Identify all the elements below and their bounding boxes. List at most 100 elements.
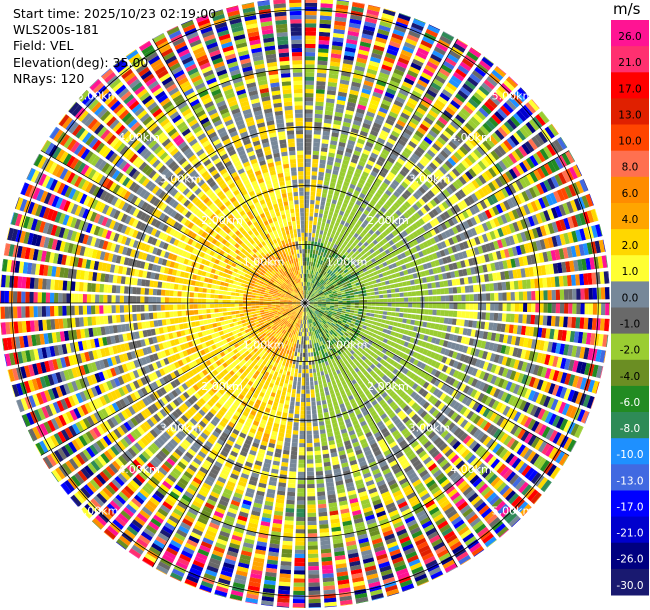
velocity-gate — [525, 102, 537, 114]
velocity-gate — [541, 328, 547, 339]
velocity-gate — [318, 318, 322, 323]
velocity-gate — [305, 35, 316, 40]
velocity-gate — [389, 441, 397, 449]
velocity-gate — [479, 433, 489, 444]
velocity-gate — [324, 248, 328, 254]
velocity-gate — [310, 265, 313, 271]
velocity-gate — [541, 442, 551, 455]
velocity-gate — [470, 47, 482, 55]
velocity-gate — [401, 192, 409, 200]
velocity-gate — [315, 233, 319, 238]
velocity-gate — [321, 239, 325, 244]
velocity-gate — [508, 270, 514, 279]
velocity-gate — [411, 314, 416, 320]
velocity-gate — [363, 247, 369, 253]
velocity-gate — [353, 172, 361, 178]
velocity-gate — [432, 330, 439, 337]
velocity-gate — [456, 416, 465, 426]
velocity-gate — [555, 342, 562, 354]
velocity-gate — [285, 375, 290, 380]
velocity-gate — [493, 229, 500, 239]
velocity-gate — [469, 412, 478, 422]
velocity-gate — [332, 275, 337, 279]
velocity-gate — [388, 232, 395, 239]
velocity-gate — [510, 424, 519, 435]
velocity-gate — [358, 160, 366, 167]
velocity-gate — [332, 238, 337, 244]
velocity-gate — [498, 403, 507, 414]
velocity-gate — [390, 383, 397, 390]
velocity-gate — [281, 548, 293, 554]
velocity-gate — [361, 553, 374, 560]
velocity-gate — [569, 331, 576, 343]
velocity-gate — [416, 297, 421, 302]
velocity-gate — [319, 524, 329, 529]
velocity-gate — [323, 214, 328, 219]
velocity-gate — [430, 323, 436, 329]
velocity-gate — [361, 549, 373, 556]
velocity-gate — [331, 173, 338, 180]
velocity-gate — [318, 511, 328, 517]
velocity-gate — [318, 234, 323, 239]
velocity-gate — [315, 276, 318, 281]
velocity-gate — [311, 322, 314, 327]
velocity-gate — [307, 500, 316, 505]
velocity-gate — [295, 347, 298, 353]
velocity-gate — [500, 391, 509, 402]
velocity-gate — [519, 337, 525, 347]
velocity-gate — [605, 303, 610, 316]
velocity-gate — [409, 562, 423, 571]
velocity-gate — [308, 282, 311, 287]
velocity-gate — [428, 418, 437, 427]
velocity-gate — [391, 348, 397, 354]
velocity-gate — [355, 409, 362, 416]
velocity-gate — [315, 392, 320, 398]
velocity-gate — [464, 122, 475, 133]
velocity-gate — [366, 383, 373, 390]
velocity-gate — [552, 370, 560, 382]
velocity-gate — [473, 390, 482, 400]
velocity-gate — [543, 238, 550, 249]
velocity-gate — [427, 336, 433, 343]
plot-header: Start time: 2025/10/23 02:19:00 WLS200s-… — [13, 6, 216, 87]
velocity-gate — [305, 154, 311, 159]
velocity-gate — [544, 444, 555, 457]
velocity-gate — [332, 384, 338, 390]
velocity-gate — [399, 504, 410, 513]
velocity-gate — [424, 499, 435, 509]
velocity-gate — [360, 420, 367, 427]
velocity-gate — [321, 192, 327, 198]
velocity-gate — [444, 287, 449, 294]
velocity-gate — [444, 448, 454, 458]
velocity-gate — [399, 297, 405, 302]
velocity-gate — [356, 483, 365, 490]
velocity-gate — [518, 303, 524, 312]
velocity-gate — [325, 202, 331, 207]
velocity-gate — [403, 292, 408, 297]
velocity-gate — [321, 299, 326, 301]
velocity-gate — [355, 350, 361, 355]
velocity-gate — [306, 307, 309, 312]
velocity-gate — [361, 126, 370, 133]
velocity-gate — [308, 578, 320, 583]
velocity-gate — [503, 200, 511, 211]
velocity-gate — [316, 479, 324, 484]
velocity-gate — [481, 172, 490, 182]
velocity-gate — [550, 250, 557, 261]
velocity-gate — [566, 201, 574, 214]
velocity-gate — [445, 485, 456, 495]
velocity-gate — [321, 247, 326, 253]
velocity-gate — [485, 220, 493, 230]
velocity-gate — [314, 113, 323, 119]
velocity-gate — [403, 512, 414, 520]
velocity-gate — [485, 232, 493, 241]
velocity-gate — [297, 475, 305, 481]
velocity-gate — [450, 411, 459, 421]
velocity-gate — [359, 460, 367, 467]
velocity-gate — [578, 244, 585, 256]
velocity-gate — [523, 204, 531, 215]
velocity-gate — [371, 399, 378, 406]
velocity-gate — [309, 299, 314, 302]
velocity-gate — [317, 259, 321, 264]
velocity-gate — [484, 471, 495, 482]
